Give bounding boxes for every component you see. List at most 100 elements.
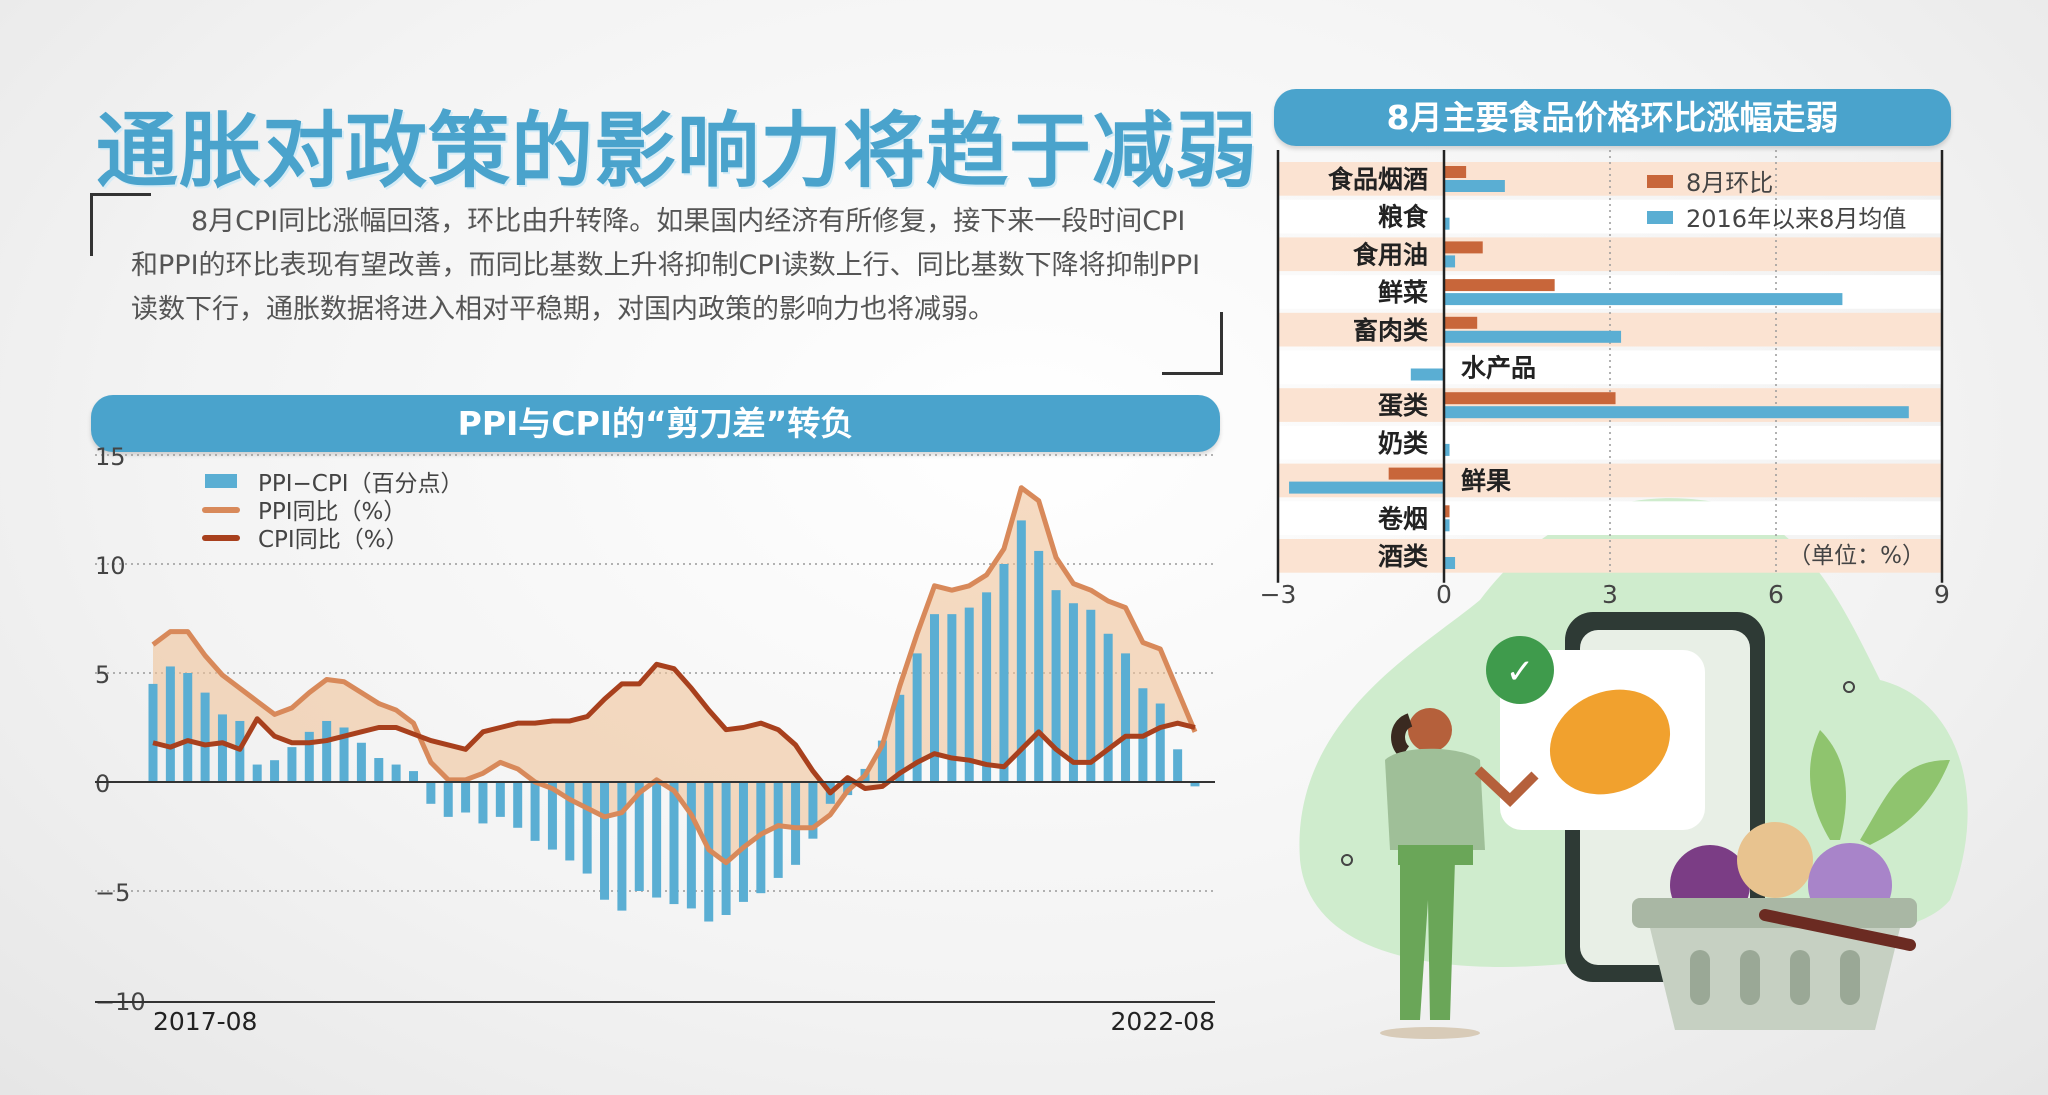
category-label: 食用油 <box>1353 240 1428 269</box>
ppi-cpi-bar <box>426 782 436 804</box>
left-chart-title: PPI与CPI的“剪刀差”转负 <box>91 395 1220 452</box>
monthly-change-bar <box>1444 279 1555 292</box>
ppi-cpi-bar <box>443 782 453 817</box>
category-label: 鲜果 <box>1461 467 1511 496</box>
ppi-cpi-bar <box>1086 609 1096 782</box>
august-average-bar <box>1444 255 1456 268</box>
ppi-cpi-bar <box>1016 520 1026 782</box>
ppi-cpi-bar <box>999 564 1009 782</box>
row-band <box>1278 425 1942 460</box>
cauliflower-icon <box>1737 822 1813 898</box>
x-tick-label: 0 <box>1436 580 1452 609</box>
august-average-bar <box>1444 557 1456 569</box>
august-average-bar <box>1444 330 1622 343</box>
category-label: 食品烟酒 <box>1328 165 1428 194</box>
legend-label: 2016年以来8月均值 <box>1686 205 1906 233</box>
category-label: 奶类 <box>1378 429 1429 458</box>
ppi-cpi-bar <box>1173 749 1183 782</box>
ppi-cpi-bar <box>808 782 818 839</box>
ppi-cpi-bar <box>322 720 332 782</box>
monthly-change-bar <box>1444 166 1467 178</box>
legend-label: PPI同比（%） <box>258 499 406 525</box>
ppi-cpi-bar <box>356 742 366 782</box>
ppi-cpi-bar <box>547 782 557 850</box>
cpi-line <box>152 661 1196 796</box>
ppi-cpi-bar <box>530 782 540 841</box>
august-average-bar <box>1444 443 1450 456</box>
ppi-cpi-bar <box>513 782 523 828</box>
ppi-cpi-bar <box>600 782 610 900</box>
ppi-cpi-bar <box>791 782 801 865</box>
august-average-bar <box>1444 180 1505 192</box>
ppi-cpi-bar <box>721 782 731 915</box>
ppi-cpi-bar <box>1034 550 1044 782</box>
ppi-cpi-bar <box>374 758 384 782</box>
ppi-cpi-bar <box>877 740 887 782</box>
ppi-cpi-bar <box>669 782 679 905</box>
ppi-cpi-bar <box>495 782 505 817</box>
ppi-cpi-bar <box>652 782 662 898</box>
right-chart-title: 8月主要食品价格环比涨幅走弱 <box>1274 89 1951 146</box>
ppi-cpi-bar <box>565 782 575 861</box>
ppi-cpi-bar <box>1103 633 1113 782</box>
ppi-cpi-bar <box>287 747 297 782</box>
ppi-cpi-bar <box>339 727 349 782</box>
y-tick-label: −5 <box>95 879 130 907</box>
ppi-cpi-bar <box>478 782 488 824</box>
x-end-label: 2022-08 <box>1111 1007 1215 1036</box>
category-label: 蛋类 <box>1378 391 1429 420</box>
august-average-bar <box>1444 519 1450 532</box>
category-label: 粮食 <box>1378 203 1429 232</box>
ppi-cpi-bar <box>304 731 314 782</box>
ppi-cpi-bar <box>148 683 158 782</box>
ppi-cpi-bar <box>617 782 627 911</box>
ppi-cpi-bar <box>1190 782 1200 787</box>
ppi-cpi-bar <box>183 673 193 782</box>
ppi-cpi-bar <box>930 614 939 782</box>
row-band <box>1278 539 1942 573</box>
ppi-cpi-bar <box>912 653 922 782</box>
ppi-cpi-bar <box>1051 590 1061 782</box>
x-tick-label: −3 <box>1260 580 1297 609</box>
svg-text:✓: ✓ <box>1506 652 1535 692</box>
ppi-cpi-bar <box>165 666 175 782</box>
category-label: 酒类 <box>1378 542 1429 571</box>
x-tick-label: 9 <box>1934 580 1950 609</box>
y-tick-label: 5 <box>95 661 110 689</box>
ppi-cpi-bar <box>582 782 592 874</box>
bracket-decoration <box>90 193 151 256</box>
ppi-cpi-bar <box>895 694 905 782</box>
legend-label: 8月环比 <box>1686 169 1773 197</box>
ppi-cpi-bar <box>756 782 766 894</box>
august-average-bar <box>1444 293 1843 306</box>
august-average-bar <box>1289 481 1444 494</box>
intro-paragraph: 8月CPI同比涨幅回落，环比由升转降。如果国内经济有所修复，接下来一段时间CPI… <box>131 206 1201 325</box>
ppi-cpi-bar <box>1121 653 1131 782</box>
august-average-bar <box>1444 217 1450 230</box>
ppi-line <box>151 485 1198 866</box>
x-tick-label: 6 <box>1768 580 1784 609</box>
august-average-bar <box>1410 368 1444 381</box>
ppi-cpi-bar <box>270 760 280 782</box>
ppi-cpi-bar <box>686 782 696 909</box>
ppi-cpi-gap-area <box>153 487 1195 863</box>
monthly-change-bar <box>1444 316 1478 329</box>
monthly-change-bar <box>1444 392 1616 405</box>
august-average-bar <box>1444 406 1909 419</box>
legend-swatch <box>1647 175 1673 188</box>
ppi-cpi-bar <box>773 782 783 878</box>
ppi-cpi-bar <box>738 782 748 902</box>
ppi-cpi-bar <box>1155 703 1165 782</box>
ppi-cpi-bar <box>634 782 644 891</box>
legend-label: CPI同比（%） <box>258 527 409 553</box>
legend-swatch-bar <box>205 474 237 488</box>
unit-label: （单位：%） <box>1788 543 1925 569</box>
bracket-decoration <box>1162 312 1223 375</box>
ppi-cpi-bar <box>252 764 262 782</box>
category-label: 畜肉类 <box>1353 316 1429 345</box>
ppi-cpi-bar <box>982 592 992 782</box>
ppi-cpi-bar <box>200 692 210 782</box>
